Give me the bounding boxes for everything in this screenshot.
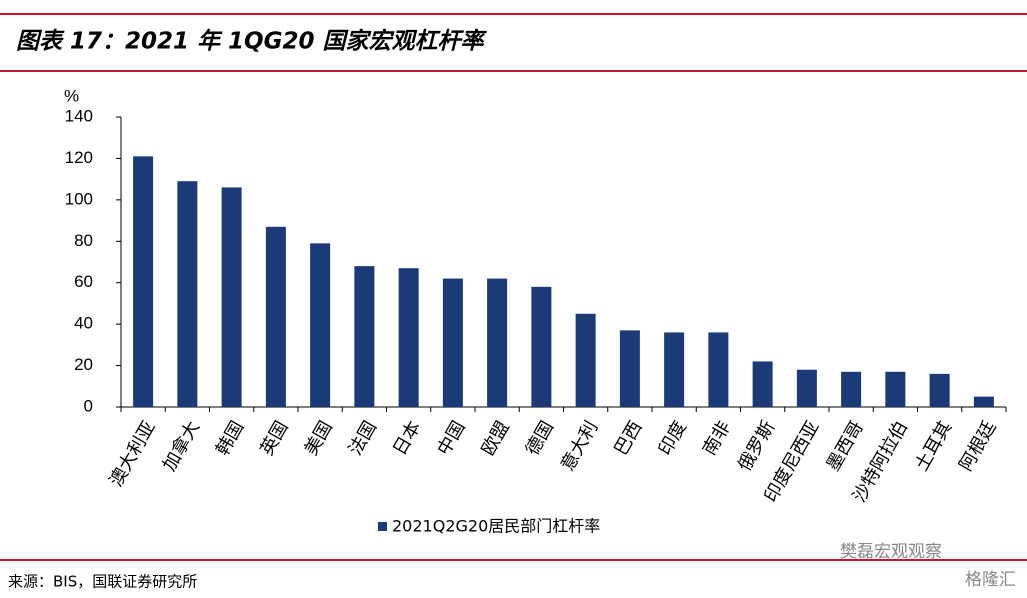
y-tick-label: 120 [65, 148, 93, 167]
y-tick-label: 60 [74, 272, 93, 291]
x-tick-label: 美国 [301, 418, 337, 460]
x-tick-label: 日本 [389, 418, 425, 460]
bar [531, 286, 552, 407]
x-tick-label: 阿根廷 [955, 418, 1000, 475]
bar [442, 278, 463, 407]
x-tick-label: 中国 [433, 418, 469, 460]
bar [354, 266, 375, 407]
y-tick-label: 20 [74, 355, 93, 374]
bar [973, 396, 994, 407]
bar [752, 361, 773, 407]
x-tick-label: 加拿大 [158, 417, 204, 475]
bar [310, 243, 331, 407]
chart-title: 图表 17：2021 年 1QG20 国家宏观杠杆率 [16, 29, 487, 55]
y-axis-unit: % [64, 86, 79, 105]
legend-swatch [378, 522, 387, 531]
bar [177, 181, 198, 407]
x-tick-label: 韩国 [212, 418, 248, 460]
bar [221, 187, 242, 407]
bar [708, 332, 729, 407]
x-tick-label: 巴西 [610, 418, 646, 460]
watermark-2: 格隆汇 [965, 570, 1016, 590]
x-tick-label: 意大利 [557, 418, 602, 475]
bar [929, 373, 950, 407]
x-tick-label: 法国 [345, 418, 381, 460]
bar [619, 330, 640, 407]
x-tick-label: 土耳其 [911, 418, 956, 475]
bar [664, 332, 685, 407]
bar [265, 226, 286, 407]
y-tick-label: 40 [74, 314, 93, 333]
y-tick-label: 80 [74, 231, 93, 250]
bar [796, 369, 817, 407]
watermark: 樊磊宏观观察 [840, 542, 942, 562]
y-tick-label: 140 [65, 106, 93, 125]
bar [133, 156, 154, 407]
legend-label: 2021Q2G20居民部门杠杆率 [392, 517, 600, 536]
x-tick-label: 德国 [522, 418, 558, 460]
bar [575, 313, 596, 407]
x-tick-label: 印度 [655, 418, 691, 460]
x-tick-label: 俄罗斯 [734, 418, 779, 475]
x-tick-label: 英国 [256, 418, 292, 460]
x-tick-label: 墨西哥 [823, 418, 868, 475]
x-tick-label: 澳大利亚 [106, 418, 160, 491]
bar [841, 371, 862, 407]
source: 来源：BIS，国联证券研究所 [8, 573, 197, 591]
x-tick-label: 南非 [699, 418, 735, 460]
x-tick-label: 欧盟 [478, 418, 514, 460]
bar [398, 268, 419, 407]
y-tick-label: 100 [65, 189, 93, 208]
bar [487, 278, 508, 407]
y-tick-label: 0 [84, 396, 93, 415]
bar [885, 371, 906, 407]
